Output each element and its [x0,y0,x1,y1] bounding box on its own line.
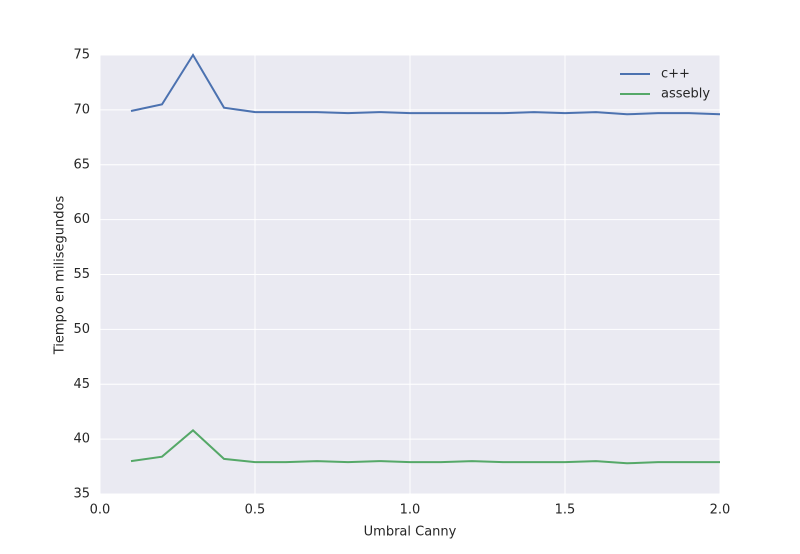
y-tick-label: 40 [73,432,90,447]
line [130,53,721,116]
legend-label: assebly [661,87,710,102]
legend-label: c++ [661,67,690,82]
y-tick-label: 50 [73,322,90,337]
y-tick-label: 70 [73,102,90,117]
y-tick-label: 45 [73,377,90,392]
x-axis-label: Umbral Canny [364,525,457,540]
y-axis-label: Tiempo en milisegundos [53,196,68,356]
y-tick-label: 35 [73,487,90,502]
y-tick-label: 60 [73,212,90,227]
y-tick-label: 65 [73,157,90,172]
line [130,429,720,465]
y-tick-label: 55 [73,267,90,282]
y-tick-label: 75 [73,48,90,63]
x-tick-label: 0.0 [90,503,111,518]
x-tick-label: 1.0 [400,503,421,518]
x-tick-label: 1.5 [555,503,576,518]
x-tick-label: 0.5 [245,503,266,518]
x-tick-label: 2.0 [710,503,731,518]
